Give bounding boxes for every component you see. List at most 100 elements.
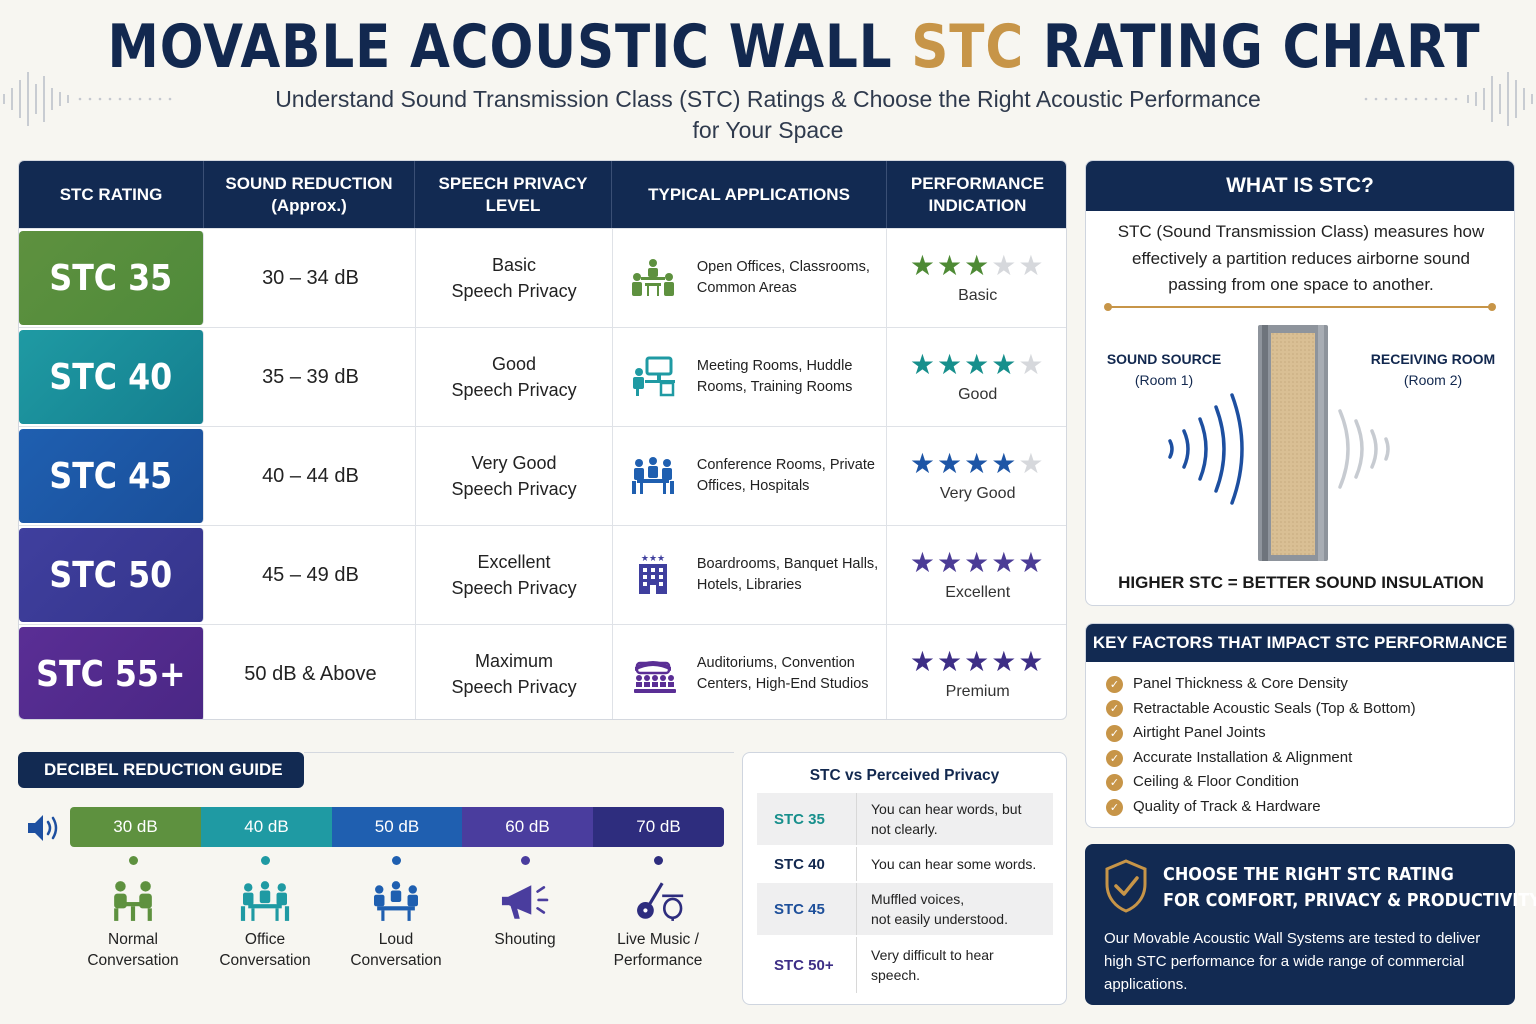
decibel-segment: 30 dB	[70, 807, 201, 847]
key-factors-card: KEY FACTORS THAT IMPACT STC PERFORMANCE …	[1085, 623, 1515, 828]
star-icon: ★	[991, 348, 1019, 381]
decibel-level-label: Normal Conversation	[87, 931, 179, 969]
star-icon: ★	[964, 645, 992, 678]
card-title: WHAT IS STC?	[1086, 161, 1514, 211]
decibel-level: Live Music / Performance	[592, 856, 724, 971]
sound-reduction-value: 40 – 44 dB	[206, 427, 417, 525]
speech-privacy-level: Very Good Speech Privacy	[416, 427, 613, 525]
partition-wall-diagram	[1168, 325, 1390, 561]
stc-definition: STC (Sound Transmission Class) measures …	[1117, 222, 1485, 294]
factor-item: ✓ Panel Thickness & Core Density	[1106, 672, 1514, 697]
stc-value: STC 50+	[757, 937, 857, 993]
star-icon: ★	[991, 546, 1019, 579]
performance-label: Premium	[945, 683, 1010, 700]
factor-item: ✓ Airtight Panel Joints	[1106, 721, 1514, 746]
star-rating: ★★★★★	[910, 350, 1046, 380]
conference-icon	[631, 457, 674, 494]
decibel-level: Office Conversation	[199, 856, 331, 971]
decibel-guide-title: DECIBEL REDUCTION GUIDE	[18, 752, 304, 788]
auditorium-icon	[633, 661, 676, 693]
star-icon: ★	[964, 447, 992, 480]
privacy-row: STC 50+ Very difficult to hear speech.	[757, 937, 1053, 993]
decibel-level-label: Shouting	[494, 931, 556, 948]
sound-wave-decoration	[1364, 72, 1533, 126]
performance-indication: ★★★★★ Premium	[887, 625, 1066, 719]
marker-dot	[128, 856, 138, 865]
star-icon: ★	[909, 348, 938, 381]
column-header-speech-privacy: SPEECH PRIVACY LEVEL	[415, 161, 612, 228]
check-icon: ✓	[1106, 675, 1123, 693]
sound-reduction-value: 45 – 49 dB	[206, 526, 417, 624]
star-rating: ★★★★★	[910, 251, 1046, 281]
what-is-stc-card: WHAT IS STC? STC (Sound Transmission Cla…	[1085, 160, 1515, 606]
hotel-icon: ★★★	[638, 554, 667, 594]
page-title: MOVABLE ACOUSTIC WALL STC RATING CHART	[107, 12, 1481, 82]
decibel-level: Shouting	[459, 856, 591, 950]
two-people-icon	[114, 881, 152, 921]
stc-rating-badge: STC 45	[19, 429, 204, 523]
table-row: STC 55+ 50 dB & Above Maximum Speech Priv…	[19, 624, 1066, 719]
star-icon: ★	[1018, 348, 1046, 381]
stc-vs-privacy-card: STC vs Perceived Privacy STC 35 You can …	[742, 752, 1067, 1005]
star-icon: ★	[991, 447, 1019, 480]
sound-wave-decoration	[3, 72, 172, 126]
performance-label: Very Good	[939, 485, 1016, 502]
stc-rating-table: STC RATING SOUND REDUCTION (Approx.) SPE…	[18, 160, 1067, 720]
star-icon: ★	[909, 546, 938, 579]
star-rating: ★★★★★	[910, 647, 1046, 677]
column-header-sound-reduction: SOUND REDUCTION (Approx.)	[204, 161, 415, 228]
privacy-description: Muffled voices, not easily understood.	[871, 891, 1008, 927]
stc-value: STC 35	[757, 793, 857, 845]
star-icon: ★	[937, 645, 965, 678]
marker-dot	[653, 856, 663, 865]
speaker-icon	[28, 815, 58, 841]
factor-item: ✓ Ceiling & Floor Condition	[1106, 770, 1514, 795]
table-header: STC RATING SOUND REDUCTION (Approx.) SPE…	[19, 161, 1066, 228]
classroom-icon	[631, 259, 674, 296]
megaphone-icon	[501, 885, 549, 919]
privacy-row: STC 45 Muffled voices, not easily underst…	[757, 883, 1053, 935]
check-icon: ✓	[1106, 774, 1123, 792]
decibel-segment: 60 dB	[462, 807, 593, 847]
star-icon: ★	[1018, 645, 1046, 678]
speech-privacy-level: Good Speech Privacy	[416, 328, 613, 426]
sound-source-label: SOUND SOURCE (Room 1)	[1106, 351, 1222, 388]
divider	[304, 752, 734, 753]
decibel-level: Normal Conversation	[67, 856, 199, 971]
star-icon: ★	[937, 447, 965, 480]
decibel-level-label: Office Conversation	[219, 931, 311, 969]
star-icon: ★	[937, 249, 965, 282]
column-header-performance: PERFORMANCE INDICATION	[910, 173, 1045, 215]
performance-indication: ★★★★★ Good	[887, 328, 1066, 426]
typical-applications: Auditoriums, Convention Centers, High-End…	[613, 625, 888, 719]
privacy-row: STC 35 You can hear words, but not clearl…	[757, 793, 1053, 845]
performance-indication: ★★★★★ Excellent	[887, 526, 1066, 624]
table-row: STC 45 40 – 44 dB Very Good Speech Privac…	[19, 426, 1066, 525]
star-icon: ★	[909, 645, 938, 678]
marker-dot	[520, 856, 530, 865]
star-icon: ★	[991, 249, 1019, 282]
star-icon: ★	[1018, 447, 1046, 480]
cta-body: Our Movable Acoustic Wall Systems are te…	[1104, 930, 1481, 993]
privacy-description: You can hear some words.	[871, 856, 1037, 872]
factor-item: ✓ Retractable Acoustic Seals (Top & Botto…	[1106, 697, 1514, 722]
higher-stc-statement: HIGHER STC = BETTER SOUND INSULATION	[1118, 573, 1484, 592]
factor-item: ✓ Accurate Installation & Alignment	[1106, 746, 1514, 771]
star-rating: ★★★★★	[910, 449, 1046, 479]
star-icon: ★	[964, 249, 992, 282]
check-icon: ✓	[1106, 700, 1123, 718]
decibel-segment: 40 dB	[201, 807, 332, 847]
star-icon: ★	[1018, 249, 1046, 282]
marker-dot	[391, 856, 401, 865]
divider	[1104, 303, 1496, 311]
speech-privacy-level: Maximum Speech Privacy	[416, 625, 613, 719]
receiving-room-label: RECEIVING ROOM (Room 2)	[1370, 351, 1496, 388]
stc-value: STC 40	[757, 847, 857, 881]
speech-privacy-level: Basic Speech Privacy	[416, 229, 613, 327]
column-header-typical-applications: TYPICAL APPLICATIONS	[612, 161, 887, 228]
typical-applications: Open Offices, Classrooms, Common Areas	[613, 229, 888, 327]
check-icon: ✓	[1106, 724, 1123, 742]
star-icon: ★	[964, 348, 992, 381]
performance-label: Excellent	[945, 584, 1011, 601]
performance-label: Good	[958, 386, 998, 403]
